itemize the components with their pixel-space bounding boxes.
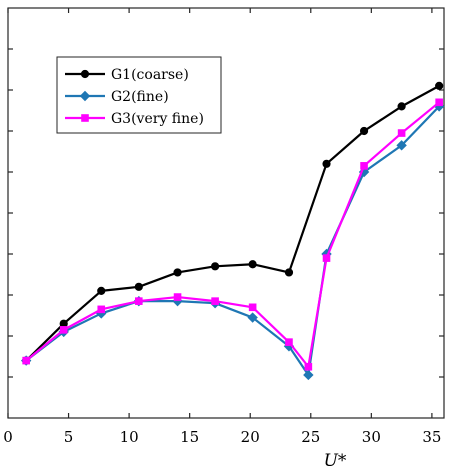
x-tick-label: 15 xyxy=(180,428,199,446)
data-point-g2-fine xyxy=(303,369,314,381)
legend-swatch-marker xyxy=(79,90,91,102)
data-point-g1-coarse xyxy=(359,126,369,136)
x-tick-label: 5 xyxy=(64,428,74,446)
x-tick-label: 20 xyxy=(241,428,260,446)
data-point-g3-very-fine xyxy=(285,338,293,346)
data-point-g3-very-fine xyxy=(322,254,331,262)
data-point-g3-very-fine xyxy=(397,129,406,137)
data-point-g3-very-fine xyxy=(173,293,182,301)
data-point-g3-very-fine xyxy=(59,326,68,334)
x-tick-label: 10 xyxy=(120,428,139,446)
x-tick-label: 30 xyxy=(362,428,381,446)
series-line-g1-coarse xyxy=(25,84,440,362)
legend-label: G1(coarse) xyxy=(111,67,189,83)
data-point-g3-very-fine xyxy=(248,303,257,312)
data-point-g1-coarse xyxy=(397,102,406,111)
data-point-g3-very-fine xyxy=(97,305,106,314)
data-point-g3-very-fine xyxy=(22,356,30,365)
legend-label: G3(very fine) xyxy=(111,111,204,127)
data-point-g3-very-fine xyxy=(304,362,313,371)
data-point-g3-very-fine xyxy=(435,98,443,107)
x-tick-label: 0 xyxy=(3,428,13,446)
data-point-g1-coarse xyxy=(322,159,331,168)
series-g3-very-fine xyxy=(22,98,443,371)
data-point-g1-coarse xyxy=(435,81,444,91)
data-point-g2-fine xyxy=(396,140,407,151)
data-point-g1-coarse xyxy=(97,286,106,295)
axes: 0 5 10 15 20 25 30 35 xyxy=(3,7,445,446)
legend-item-g2-fine: G2(fine) xyxy=(65,89,169,105)
x-tick-label: 35 xyxy=(422,428,441,446)
x-tick-label: 25 xyxy=(301,428,320,446)
legend-swatch-marker xyxy=(80,69,90,79)
data-point-g2-fine xyxy=(247,312,258,323)
legend-item-g1-coarse: G1(coarse) xyxy=(65,67,189,83)
data-point-g1-coarse xyxy=(134,282,143,291)
legend-swatch-marker xyxy=(81,114,89,122)
data-point-g3-very-fine xyxy=(135,297,143,305)
legend-item-g3-very-fine: G3(very fine) xyxy=(65,111,204,127)
data-point-g1-coarse xyxy=(248,260,257,269)
series-layer xyxy=(20,81,445,381)
data-point-g1-coarse xyxy=(211,262,220,271)
legend: G1(coarse) G2(fine) G3(very fine) xyxy=(56,56,222,134)
data-point-g1-coarse xyxy=(173,268,182,277)
data-point-g3-very-fine xyxy=(211,297,219,305)
data-point-g3-very-fine xyxy=(360,162,368,170)
legend-label: G2(fine) xyxy=(111,89,169,105)
data-point-g1-coarse xyxy=(284,268,294,277)
x-axis-label: U* xyxy=(324,451,347,471)
